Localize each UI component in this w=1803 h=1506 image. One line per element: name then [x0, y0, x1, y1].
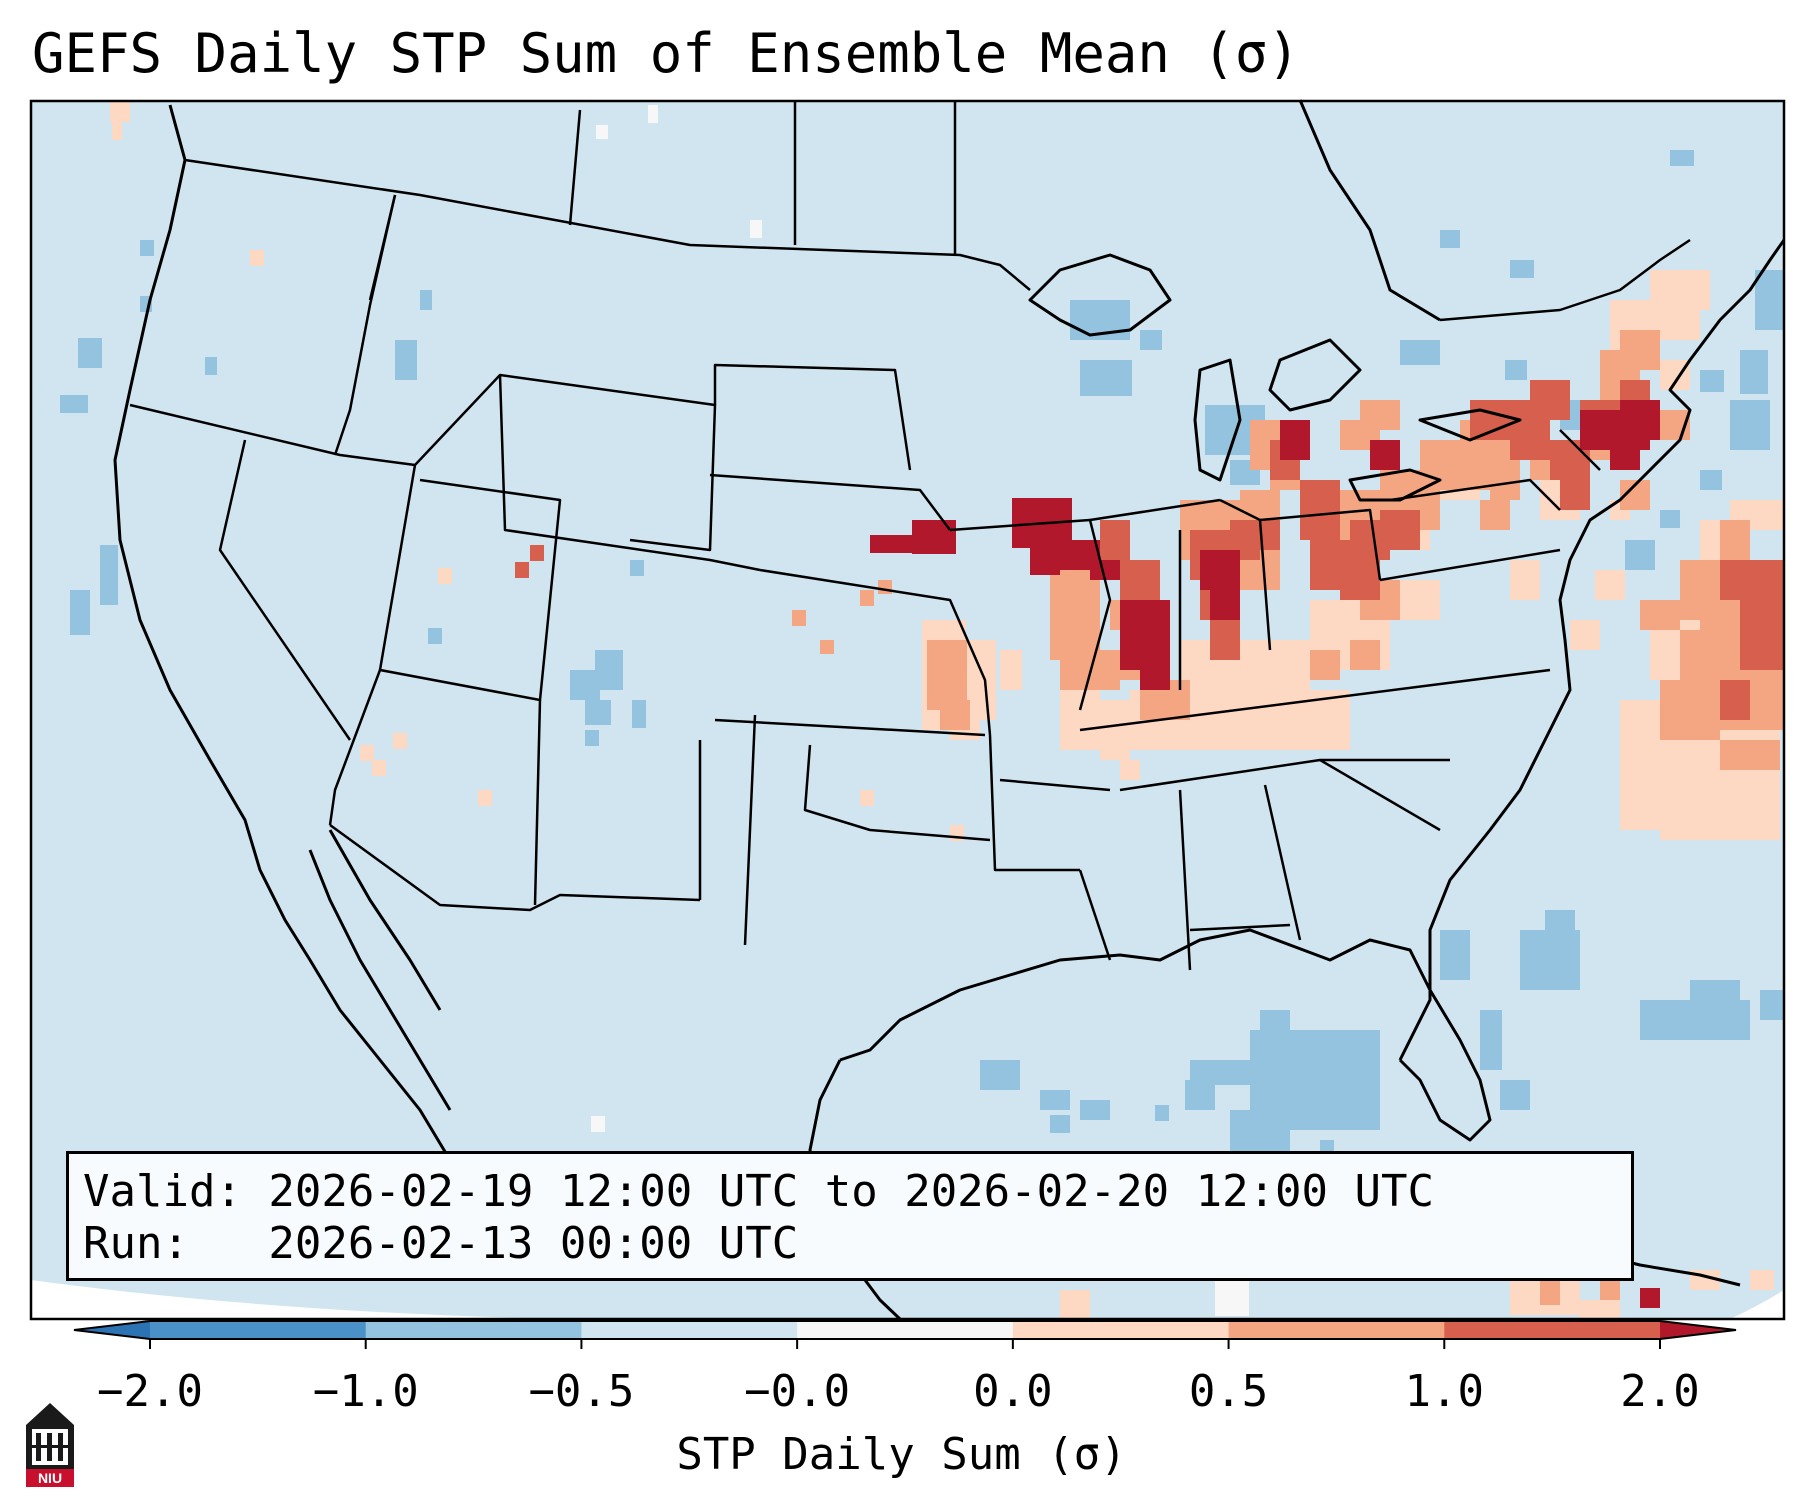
colorbar-segment — [797, 1321, 1014, 1339]
map-title: GEFS Daily STP Sum of Ensemble Mean (σ) — [32, 22, 1300, 85]
colorbar-segment — [581, 1321, 798, 1339]
colorbar-segment — [1012, 1321, 1230, 1339]
colorbar-extend-low — [74, 1321, 150, 1339]
valid-time-text: Valid: 2026-02-19 12:00 UTC to 2026-02-2… — [83, 1166, 1435, 1217]
colorbar-label: STP Daily Sum (σ) — [676, 1429, 1127, 1480]
colorbar-tick-label: 1.0 — [1404, 1366, 1485, 1417]
state-borders — [129, 100, 1691, 971]
colorbar-segment — [150, 1321, 367, 1339]
negative-anomaly-cells — [60, 150, 1785, 1160]
map-frame — [29, 99, 1786, 1321]
colorbar-tick-label: −0.5 — [528, 1366, 635, 1417]
colorbar-segment — [1228, 1321, 1445, 1339]
projection-edge-right — [1730, 1290, 1784, 1319]
colorbar-tick-label: 0.0 — [973, 1366, 1053, 1417]
map-field — [31, 101, 1784, 1319]
run-time-text: Run: 2026-02-13 00:00 UTC — [83, 1218, 799, 1269]
colorbar-tick-label: 2.0 — [1620, 1366, 1700, 1417]
niu-logo-text: NIU — [38, 1470, 62, 1486]
valid-run-info-box: Valid: 2026-02-19 12:00 UTC to 2026-02-2… — [66, 1151, 1634, 1281]
colorbar-tick-label: −1.0 — [312, 1366, 419, 1417]
projection-edge — [31, 1280, 900, 1321]
colorbar-segment — [365, 1321, 582, 1339]
colorbar-segment — [1444, 1321, 1661, 1339]
colorbar-tick-label: −2.0 — [97, 1366, 203, 1417]
colorbar-extend-high — [1660, 1321, 1736, 1339]
niu-logo: NIU — [26, 1403, 74, 1487]
colorbar-tick-label: −0.0 — [744, 1366, 851, 1417]
colorbar-tick-label: 0.5 — [1188, 1366, 1269, 1417]
